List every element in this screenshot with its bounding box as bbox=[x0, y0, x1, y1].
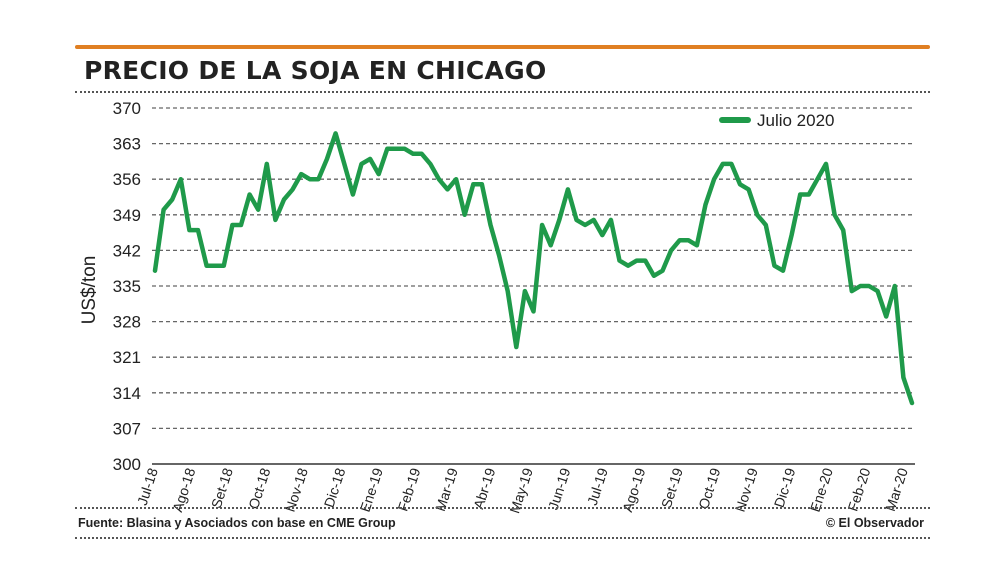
x-tick-label: Set-19 bbox=[658, 466, 686, 510]
credit-note: © El Observador bbox=[825, 516, 924, 530]
y-tick-label: 356 bbox=[113, 170, 141, 189]
y-tick-label: 335 bbox=[113, 277, 141, 296]
title-divider bbox=[75, 91, 930, 93]
y-tick-label: 349 bbox=[113, 206, 141, 225]
y-tick-label: 363 bbox=[113, 135, 141, 154]
x-tick-label: Jun-19 bbox=[545, 466, 574, 512]
legend: Julio 2020 bbox=[719, 111, 835, 130]
source-note: Fuente: Blasina y Asociados con base en … bbox=[78, 516, 396, 530]
page-title: PRECIO DE LA SOJA EN CHICAGO bbox=[84, 56, 547, 85]
y-tick-label: 321 bbox=[113, 348, 141, 367]
y-tick-label: 300 bbox=[113, 455, 141, 474]
x-tick-label: Dic-19 bbox=[771, 466, 799, 510]
x-tick-label: Oct-19 bbox=[695, 466, 723, 511]
series-line-julio-2020 bbox=[152, 131, 915, 406]
y-tick-label: 328 bbox=[113, 313, 141, 332]
y-tick-label: 342 bbox=[113, 241, 141, 260]
x-tick-label: Dic-18 bbox=[321, 466, 349, 510]
x-tick-label: Oct-18 bbox=[245, 466, 273, 511]
grid-lines bbox=[152, 107, 915, 430]
x-tick-label: Jul-19 bbox=[584, 466, 611, 507]
y-tick-label: 307 bbox=[113, 419, 141, 438]
x-tick-label: Feb-19 bbox=[394, 466, 423, 513]
top-accent-rule bbox=[75, 45, 930, 49]
x-tick-label: Set-18 bbox=[208, 466, 236, 510]
footer-divider-bottom bbox=[75, 537, 930, 539]
y-tick-label: 314 bbox=[113, 384, 141, 403]
y-tick-label: 370 bbox=[113, 99, 141, 118]
y-axis-label: US$/ton bbox=[79, 256, 100, 325]
y-axis-tick-labels: 300 307 314 321 328 335 342 349 356 363 370 bbox=[113, 99, 141, 474]
x-tick-label: Feb-20 bbox=[844, 466, 873, 513]
footer-divider-top bbox=[75, 507, 930, 509]
legend-label: Julio 2020 bbox=[757, 111, 835, 130]
x-tick-label: Abr-19 bbox=[470, 466, 498, 511]
